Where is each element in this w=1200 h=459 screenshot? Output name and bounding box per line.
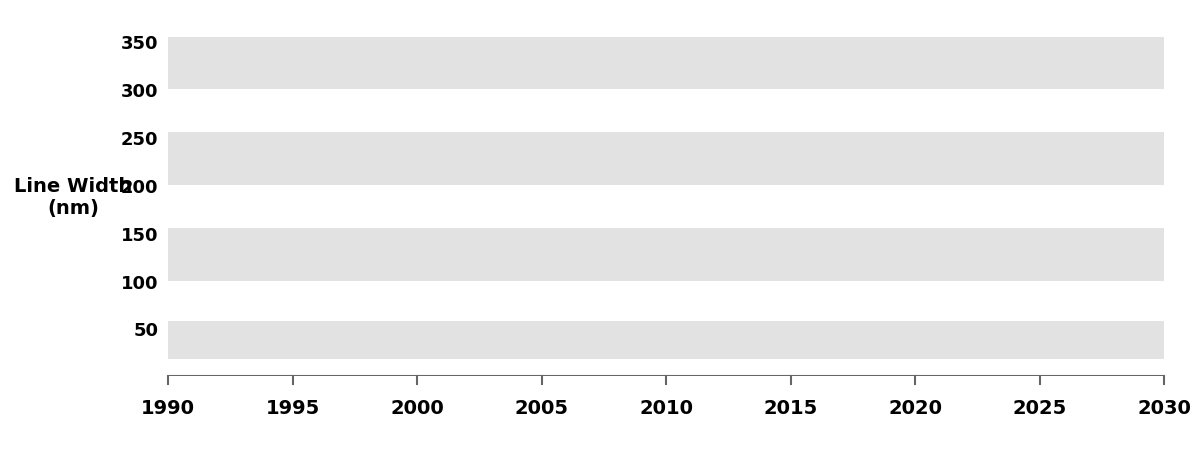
Bar [168, 229, 1164, 281]
Bar [168, 321, 1164, 359]
Bar [168, 38, 1164, 90]
Text: Line Width
(nm): Line Width (nm) [14, 177, 132, 218]
Bar [168, 133, 1164, 185]
